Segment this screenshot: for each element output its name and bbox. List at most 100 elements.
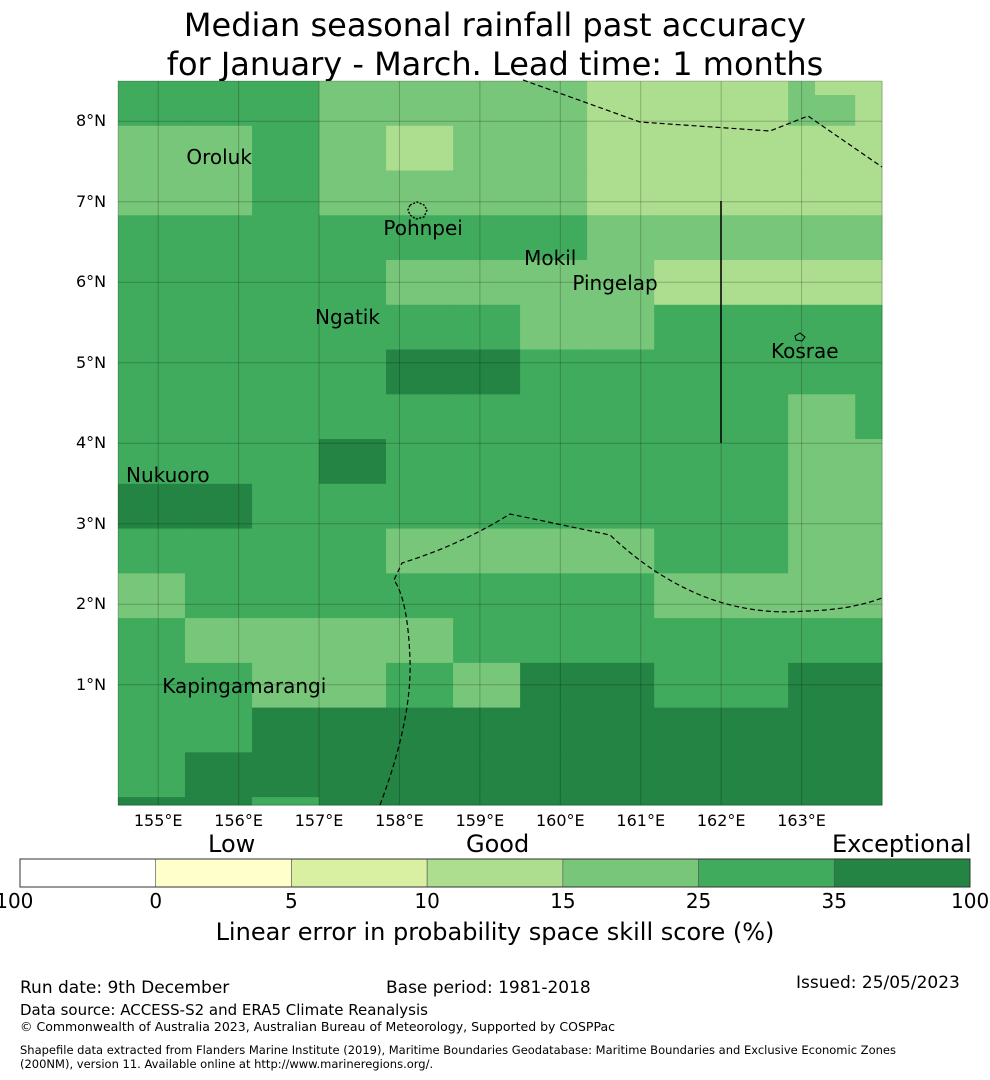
skill-grid xyxy=(118,81,883,806)
grid-cell xyxy=(319,439,387,485)
grid-cell xyxy=(118,304,186,351)
grid-cell xyxy=(453,260,521,306)
eez-boundary-south xyxy=(379,513,883,806)
grid-cell xyxy=(386,707,454,753)
grid-cell xyxy=(520,797,588,806)
grid-cell xyxy=(587,125,655,172)
grid-cell xyxy=(319,797,387,806)
legend-category-good: Good xyxy=(466,830,530,858)
x-axis-tick-label: 158°E xyxy=(375,811,424,830)
island-label-mokil: Mokil xyxy=(524,246,577,271)
grid-cell xyxy=(386,573,454,619)
grid-cell xyxy=(118,618,186,664)
grid-cell xyxy=(386,439,454,485)
grid-cell xyxy=(453,125,521,172)
grid-cell xyxy=(855,439,883,485)
grid-cell xyxy=(721,81,789,127)
grid-cell xyxy=(721,170,789,216)
grid-cell xyxy=(319,349,387,395)
grid-cell xyxy=(184,662,253,709)
legend-category-low: Low xyxy=(208,830,256,858)
colorbar-tick-label: 15 xyxy=(550,889,576,913)
grid-cell xyxy=(815,81,882,95)
grid-cell xyxy=(319,304,387,351)
island-label-pohnpei: Pohnpei xyxy=(383,216,463,241)
colorbar-segment xyxy=(426,858,564,888)
grid-cell xyxy=(788,752,856,798)
grid-cell xyxy=(721,439,789,485)
grid-cell xyxy=(587,483,655,530)
shapefile-credit-line-1: Shapefile data extracted from Flanders M… xyxy=(20,1043,896,1057)
grid-cell xyxy=(788,349,856,395)
colorbar xyxy=(19,858,971,888)
grid-cell xyxy=(520,394,588,440)
y-axis-tick-label: 2°N xyxy=(76,594,107,614)
grid-cell xyxy=(386,170,454,216)
grid-cell xyxy=(118,394,186,440)
grid-cell xyxy=(184,618,253,664)
grid-cell xyxy=(252,483,320,530)
legend-category-exceptional: Exceptional xyxy=(832,830,972,858)
grid-cell xyxy=(721,528,789,574)
island-label-nukuoro: Nukuoro xyxy=(126,463,210,488)
grid-cell xyxy=(319,260,387,306)
base-period: Base period: 1981-2018 xyxy=(386,978,591,998)
grid-cell xyxy=(386,528,454,574)
title-line-1: Median seasonal rainfall past accuracy xyxy=(183,6,807,44)
grid-cell xyxy=(252,304,320,351)
grid-cell xyxy=(319,170,387,216)
x-axis-tick-label: 161°E xyxy=(616,811,666,830)
grid-cell xyxy=(453,573,521,619)
grid-cell xyxy=(252,170,320,216)
grid-cell xyxy=(184,707,253,753)
grid-cell xyxy=(453,483,521,530)
island-outlines xyxy=(407,201,806,342)
grid-cell xyxy=(587,394,655,440)
y-axis-tick-label: 1°N xyxy=(76,674,107,694)
grid-cell xyxy=(721,304,789,351)
grid-cell xyxy=(654,752,722,798)
grid-cell xyxy=(855,707,883,753)
grid-cell xyxy=(319,752,387,798)
x-axis-tick-label: 159°E xyxy=(455,811,505,830)
grid-cell xyxy=(118,752,186,798)
grid-cell xyxy=(721,125,789,172)
grid-cell xyxy=(453,349,521,395)
grid-cell xyxy=(252,349,320,395)
grid-cell xyxy=(721,573,789,619)
grid-cell xyxy=(118,215,186,261)
grid-cell xyxy=(319,573,387,619)
x-axis-tick-label: 163°E xyxy=(777,811,826,830)
map-frame xyxy=(117,80,883,806)
grid-cell xyxy=(319,528,387,574)
grid-cell xyxy=(788,170,856,216)
grid-cell xyxy=(654,528,722,574)
grid-cell xyxy=(520,618,588,664)
grid-cell xyxy=(654,215,722,261)
grid-cell xyxy=(654,125,722,172)
grid-cell xyxy=(855,260,883,306)
grid-cell xyxy=(520,707,588,753)
grid-cell xyxy=(788,483,856,530)
grid-cell xyxy=(184,260,253,306)
grid-cell xyxy=(386,215,454,261)
grid-cell xyxy=(788,304,856,351)
grid-cell xyxy=(118,528,186,574)
grid-cell xyxy=(184,797,253,806)
pohnpei-island-icon xyxy=(407,201,428,220)
grid-cell xyxy=(520,215,588,261)
eez-boundaries xyxy=(379,79,883,806)
colorbar-tick-label: 25 xyxy=(685,889,712,913)
grid-cell xyxy=(587,573,655,619)
grid-cell xyxy=(252,528,320,574)
grid-cell xyxy=(788,125,856,172)
grid-cell xyxy=(654,170,722,216)
grid-cell xyxy=(587,260,655,306)
grid-cell xyxy=(252,125,320,172)
colorbar-tick-label: 100 xyxy=(951,889,990,913)
grid-cell xyxy=(721,215,789,261)
grid-cell xyxy=(184,125,253,172)
grid-cell xyxy=(654,662,722,709)
grid-cell xyxy=(453,439,521,485)
grid-cell xyxy=(184,349,253,395)
